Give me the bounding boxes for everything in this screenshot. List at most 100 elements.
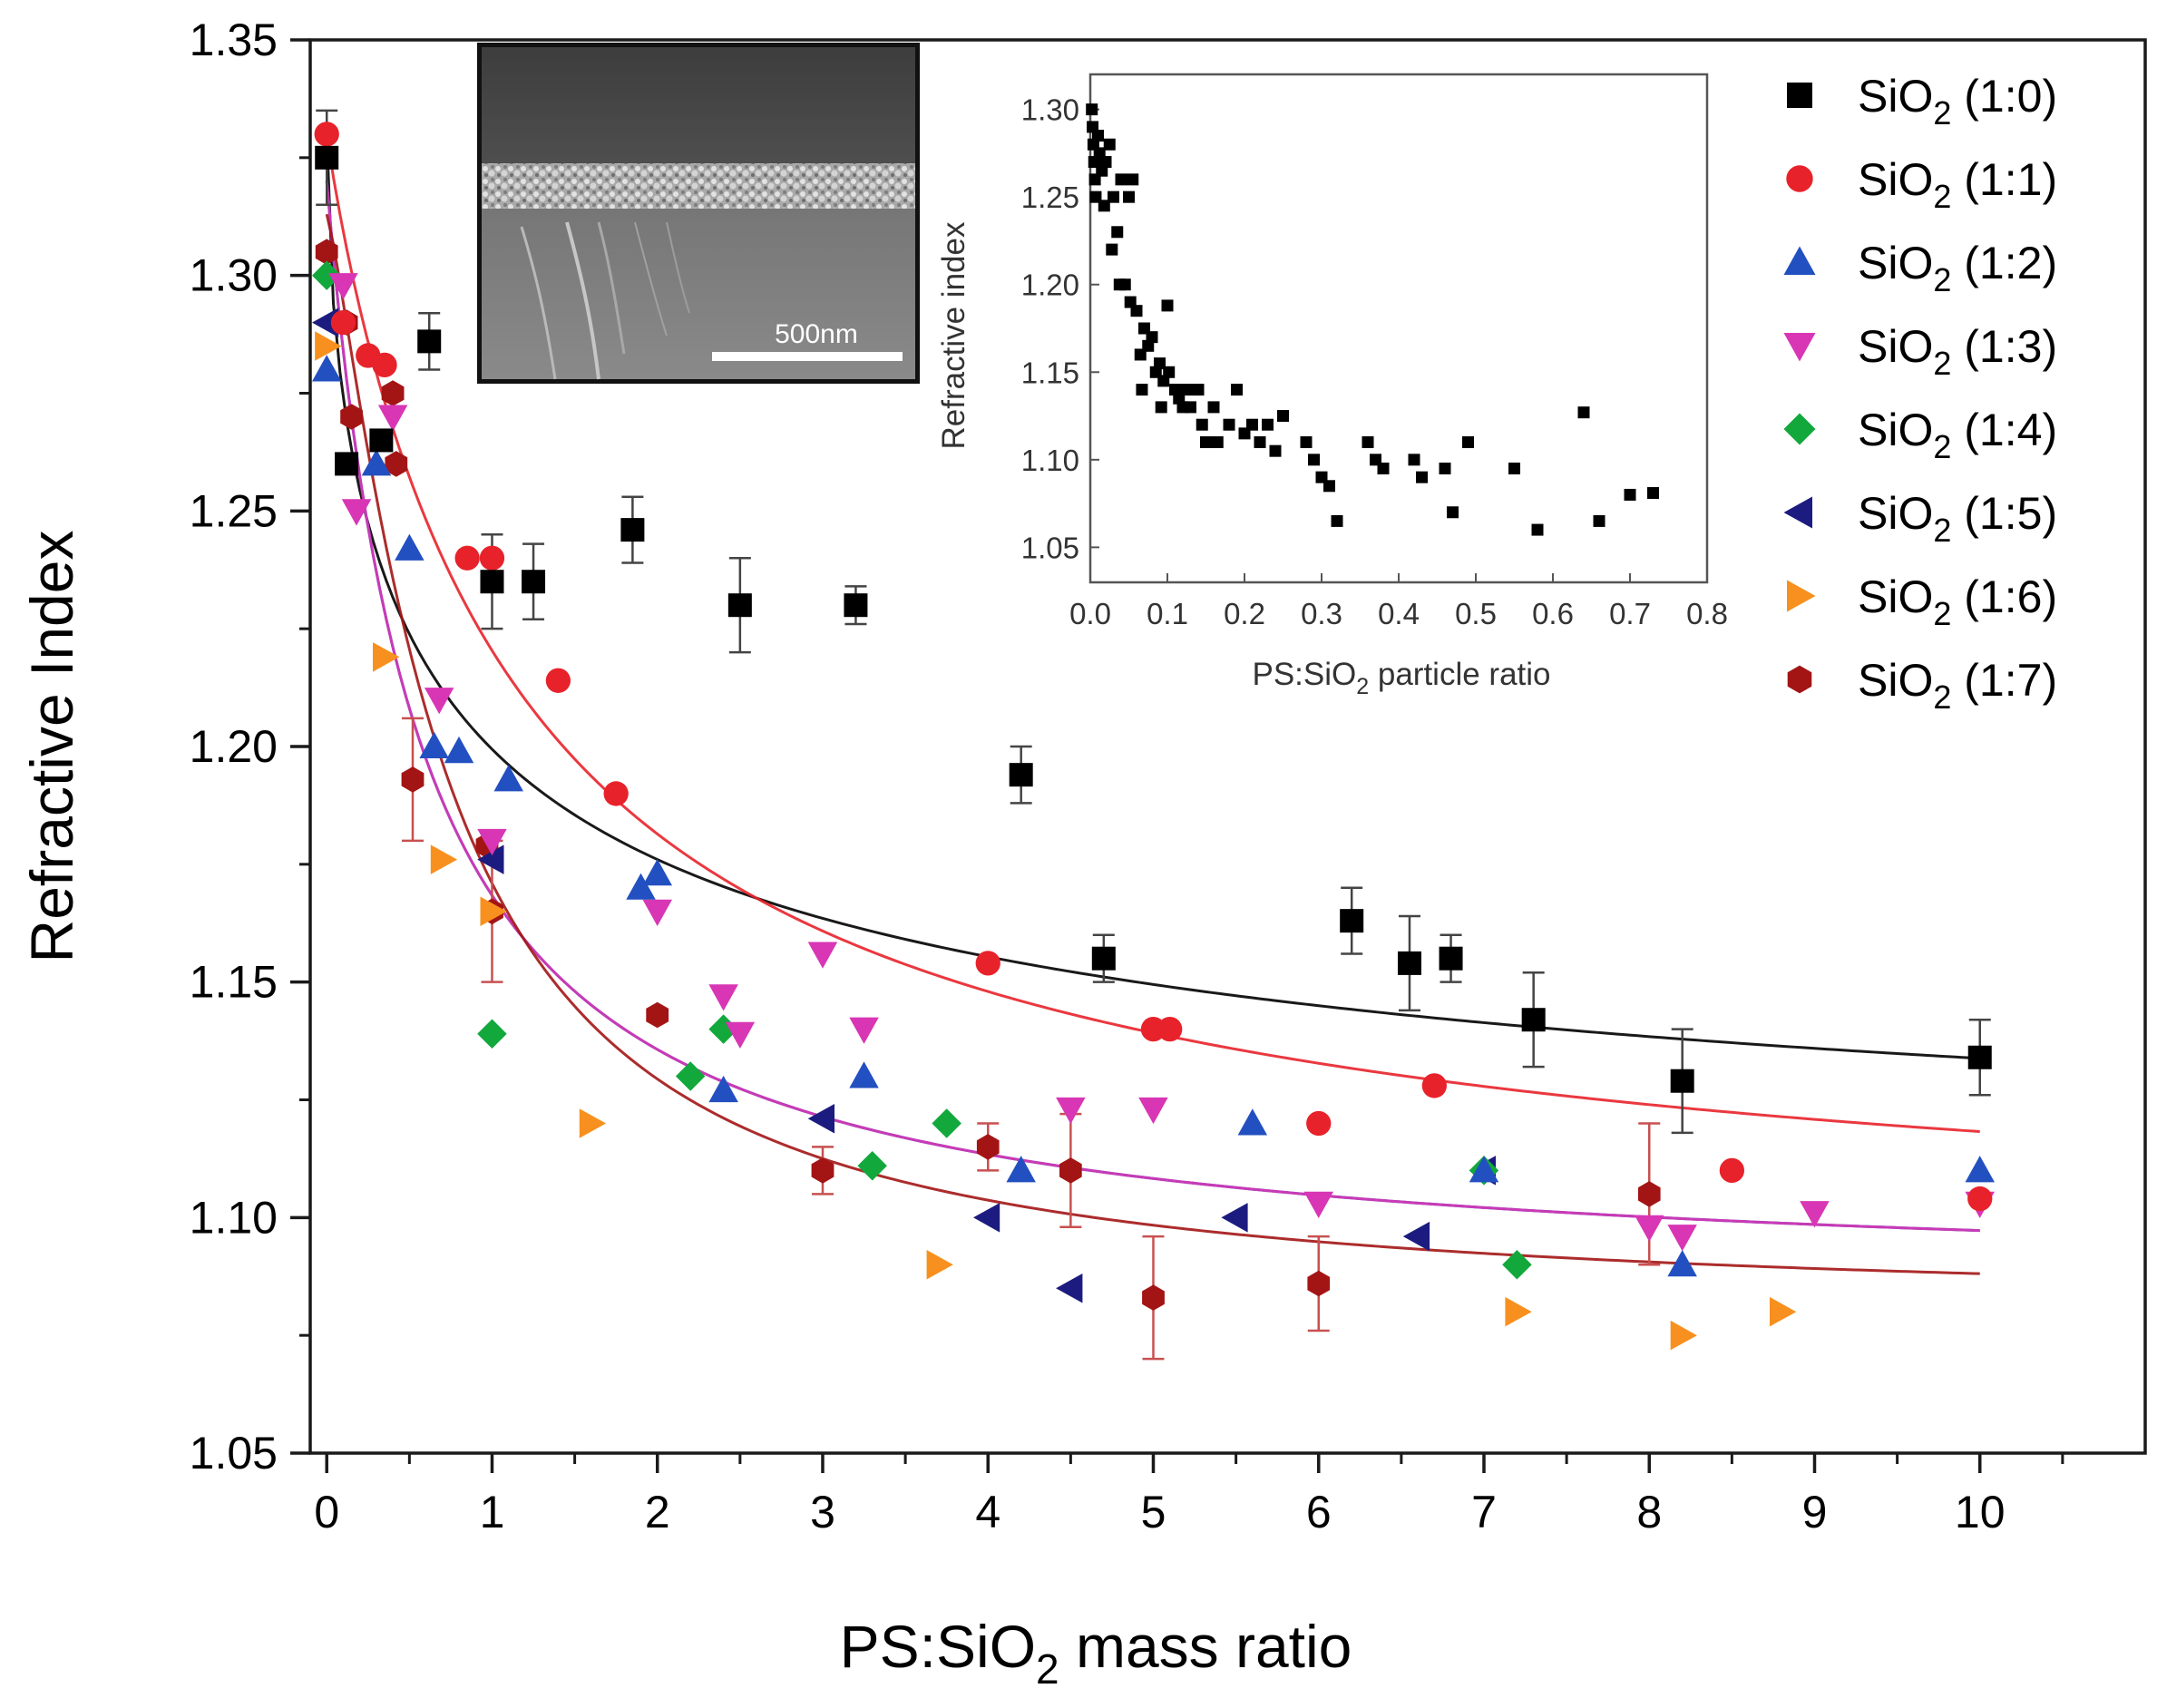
inset-data-point [1416, 471, 1428, 483]
inset-data-point [1231, 384, 1243, 396]
inset-y-tick-label: 1.30 [1021, 93, 1079, 127]
fit-curve [325, 213, 1980, 1275]
data-point [477, 1019, 507, 1049]
inset-y-axis-title: Refractive index [936, 221, 971, 449]
x-tick-label: 3 [810, 1487, 835, 1537]
data-point [1635, 1215, 1664, 1242]
data-point [1469, 1156, 1499, 1183]
inset-x-tick-label: 0.1 [1147, 597, 1188, 630]
inset-data-point [1246, 418, 1258, 431]
legend-label: SiO2 (1:6) [1858, 571, 2057, 632]
data-point [341, 499, 372, 526]
legend-marker [1783, 246, 1816, 275]
data-point [1505, 1296, 1532, 1327]
data-point [1670, 1320, 1697, 1351]
x-tick-label: 2 [645, 1487, 670, 1537]
inset-data-point [1462, 436, 1474, 449]
legend-label: SiO2 (1:4) [1858, 405, 2057, 465]
y-tick-label: 1.15 [190, 957, 278, 1008]
sem-scale-label: 500nm [775, 319, 858, 349]
data-point [1967, 1186, 1993, 1212]
inset-data-point [1180, 384, 1193, 396]
data-point [381, 380, 405, 406]
data-point [377, 405, 408, 432]
data-point [857, 1151, 887, 1181]
data-point [1402, 1221, 1430, 1252]
data-point [642, 859, 672, 886]
data-point [312, 355, 342, 382]
inset-x-tick-label: 0.8 [1686, 597, 1728, 630]
inset-y-tick-label: 1.25 [1021, 181, 1079, 214]
data-point [1157, 1016, 1183, 1042]
inset-data-point [1086, 103, 1098, 116]
inset-x-tick-label: 0.6 [1532, 597, 1574, 630]
data-point [1719, 1157, 1745, 1184]
x-tick-label: 5 [1141, 1487, 1166, 1537]
y-tick-label: 1.20 [190, 721, 278, 772]
inset-data-point [1130, 305, 1143, 317]
x-axis-title: PS:SiO2 mass ratio [840, 1613, 1352, 1693]
data-point [642, 899, 672, 926]
inset-data-point [1200, 436, 1212, 449]
data-point [975, 951, 1000, 976]
data-point [849, 1061, 879, 1088]
data-point [372, 352, 397, 377]
data-point [727, 593, 752, 618]
data-point [620, 518, 645, 542]
x-axis-ticks: 0 1 2 3 4 5 6 7 8 9 10 [314, 1453, 2064, 1537]
data-point [708, 1075, 738, 1103]
data-point [1397, 951, 1421, 975]
inset-chart: 1.05 1.10 1.15 1.20 1.25 1.30 0.0 0.1 0.2 0.3 0.4… [936, 73, 1728, 699]
inset-data-point [1300, 436, 1313, 449]
y-tick-label: 1.25 [190, 485, 278, 536]
inset-data-point [1192, 384, 1205, 396]
legend-marker [1783, 496, 1812, 529]
fit-curve [325, 181, 1980, 1233]
fit-curve [325, 133, 1980, 1060]
legend-label: SiO2 (1:0) [1858, 71, 2057, 132]
legend-label: SiO2 (1:2) [1858, 238, 2057, 298]
inset-x-tick-label: 0.3 [1301, 597, 1342, 630]
inset-data-point [1196, 418, 1208, 431]
inset-data-point [1439, 462, 1451, 474]
data-point [1237, 1108, 1268, 1136]
inset-data-point [1207, 401, 1220, 414]
data-point [373, 642, 400, 672]
inset-data-point [1577, 406, 1590, 419]
inset-x-tick-label: 0.2 [1224, 597, 1265, 630]
inset-y-ticks: 1.05 1.10 1.15 1.20 1.25 1.30 [1021, 93, 1099, 564]
data-point [493, 765, 523, 792]
data-point [973, 1203, 1000, 1233]
data-point [430, 844, 458, 874]
data-point [454, 545, 480, 571]
data-point [477, 844, 504, 874]
inset-x-tick-label: 0.5 [1455, 597, 1497, 630]
data-point [545, 668, 571, 693]
legend-label: SiO2 (1:1) [1858, 154, 2057, 215]
data-point [480, 570, 504, 594]
data-point [480, 896, 507, 926]
data-point [1967, 1045, 1992, 1069]
data-point [579, 1108, 607, 1138]
inset-plot-frame [1088, 73, 1709, 584]
data-point [312, 307, 339, 337]
legend-label: SiO2 (1:7) [1858, 655, 2057, 716]
data-point [708, 1014, 738, 1044]
inset-y-tick-label: 1.15 [1021, 356, 1079, 389]
legend-label: SiO2 (1:3) [1858, 321, 2057, 382]
data-point [807, 942, 838, 969]
inset-x-axis-title: PS:SiO2 particle ratio [1252, 657, 1550, 699]
data-point [419, 731, 449, 758]
data-point [1800, 1201, 1830, 1228]
x-tick-label: 10 [1955, 1487, 2006, 1537]
data-point [1221, 1203, 1248, 1233]
data-point [1142, 1284, 1165, 1311]
legend-marker [1787, 665, 1812, 694]
inset-data-point [1154, 357, 1166, 370]
data-point [369, 428, 394, 453]
data-point [1340, 909, 1364, 933]
data-point [1421, 1073, 1447, 1098]
data-point [1502, 1250, 1532, 1280]
sem-micrograph-inset: 500nm [477, 43, 920, 384]
